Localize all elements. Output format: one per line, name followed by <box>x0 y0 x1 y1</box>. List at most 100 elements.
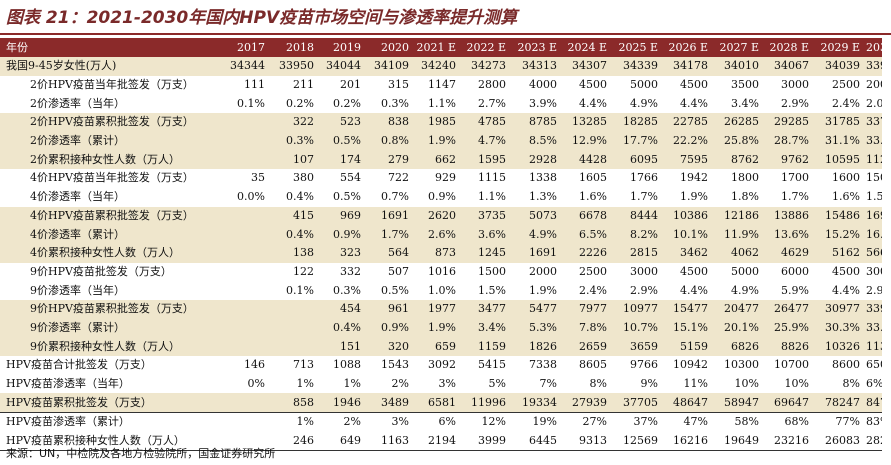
table-cell <box>222 337 268 356</box>
table-cell: 6826 <box>711 337 762 356</box>
table-cell: 4500 <box>680 264 708 278</box>
table-cell: 1163 <box>364 431 412 452</box>
table-cell: 2.4% <box>832 96 860 110</box>
table-cell: 34240 <box>412 57 459 76</box>
table-cell: 7977 <box>560 299 610 319</box>
table-cell <box>222 393 268 413</box>
table-cell: 3489 <box>364 393 412 413</box>
table-cell: 69647 <box>762 393 812 413</box>
row-label: 4价渗透率（累计） <box>0 225 222 244</box>
table-cell: 0.5% <box>333 190 361 204</box>
table-cell: 33.4% <box>863 318 882 338</box>
table-cell: 20.1% <box>711 318 762 338</box>
table-row: 9价HPV疫苗批签发（万支） 122 332 507 1016 1500 2000 2500 3… <box>0 263 882 282</box>
table-cell: 151 <box>317 337 364 356</box>
row-label: 9价渗透率（累计） <box>0 318 222 338</box>
table-cell: 4000 <box>529 78 557 92</box>
table-cell: 58% <box>711 412 762 432</box>
table-cell: 1% <box>296 377 314 391</box>
table-cell: 4.4% <box>680 283 708 297</box>
table-cell: 0.3% <box>268 131 317 151</box>
table-cell: 0.9% <box>428 190 456 204</box>
table-cell: 8% <box>589 377 607 391</box>
table-cell: 34344 <box>222 57 268 76</box>
table-cell: 6.5% <box>560 225 610 244</box>
table-cell: 16216 <box>661 431 711 452</box>
table-row: 2价累积接种女性人数（万人） 107 174 279 662 1595 2928 4428 60… <box>0 150 882 170</box>
table-cell: 1088 <box>333 358 361 372</box>
table-cell: 9313 <box>560 431 610 452</box>
table-cell: 8826 <box>762 337 812 356</box>
table-cell: 10386 <box>661 206 711 226</box>
header-cell-year: 2022 E <box>459 38 509 57</box>
table-cell: 2.0% <box>866 96 882 110</box>
table-cell: 107 <box>268 150 317 170</box>
table-cell: 19334 <box>509 393 560 413</box>
table-row: 4价累积接种女性人数（万人） 138 323 564 873 1245 1691 2226 28… <box>0 243 882 263</box>
table-cell: 0.1% <box>286 283 314 297</box>
table-cell <box>222 431 268 452</box>
table-cell: 858 <box>268 393 317 413</box>
table-cell: 2000 <box>529 264 557 278</box>
row-label: HPV疫苗合计批签发（万支） <box>6 358 152 372</box>
table-cell <box>222 113 268 132</box>
table-cell <box>222 318 268 338</box>
table-cell: 961 <box>364 299 412 319</box>
table-cell: 3092 <box>428 358 456 372</box>
table-cell: 1147 <box>428 78 456 92</box>
table-cell: 37705 <box>610 393 661 413</box>
table-cell: 18285 <box>610 113 661 132</box>
table-cell: 873 <box>412 243 459 263</box>
table-cell: 174 <box>317 150 364 170</box>
table-cell: 4.4% <box>579 96 607 110</box>
table-cell: 12% <box>459 412 509 432</box>
row-label: 4价HPV疫苗累积批签发（万支） <box>0 206 222 226</box>
table-cell: 12569 <box>610 431 661 452</box>
table-cell: 838 <box>364 113 412 132</box>
table-cell: 4500 <box>832 264 860 278</box>
table-cell: 3000 <box>781 78 809 92</box>
table-cell: 1691 <box>364 206 412 226</box>
table-cell: 1977 <box>412 299 459 319</box>
table-cell: 30.3% <box>812 318 863 338</box>
table-cell <box>222 281 268 300</box>
table-cell <box>222 206 268 226</box>
table-cell: 2500 <box>579 264 607 278</box>
table-cell: 13.6% <box>762 225 812 244</box>
table-cell: 34178 <box>661 57 711 76</box>
table-cell: 13886 <box>762 206 812 226</box>
table-cell: 4.7% <box>459 131 509 151</box>
table-cell: 415 <box>268 206 317 226</box>
header-cell-year: 2019 <box>317 38 364 57</box>
table-cell: 0.2% <box>333 96 361 110</box>
table-row: 我国9-45岁女性(万人) 34344 33950 34044 34109 34240 34… <box>0 57 882 76</box>
table-cell: 1985 <box>412 113 459 132</box>
table-cell: 34067 <box>762 57 812 76</box>
table-cell: 1766 <box>630 171 658 185</box>
table-cell: 1.7% <box>781 190 809 204</box>
table-cell: 1.9% <box>412 131 459 151</box>
table-cell: 28249 <box>863 431 882 452</box>
table-row: HPV疫苗累积批签发（万支） 858 1946 3489 6581 11996 19334 2… <box>0 393 882 413</box>
table-cell: 1.6% <box>579 190 607 204</box>
table-cell: 9762 <box>762 150 812 170</box>
table-cell: 6445 <box>509 431 560 452</box>
table-cell: 4.4% <box>680 96 708 110</box>
table-cell: 47% <box>661 412 711 432</box>
table-cell: 554 <box>340 171 361 185</box>
table-cell: 1.1% <box>428 96 456 110</box>
table-cell: 26285 <box>711 113 762 132</box>
table-cell: 20477 <box>711 299 762 319</box>
table-cell: 969 <box>317 206 364 226</box>
table-cell: 15486 <box>812 206 863 226</box>
table-cell: 58947 <box>711 393 762 413</box>
table-cell <box>222 263 268 282</box>
table-cell: 6% <box>866 377 882 391</box>
table-cell: 3.9% <box>529 96 557 110</box>
table-cell: 4785 <box>459 113 509 132</box>
table-row: 9价渗透率（累计） 0.4% 0.9% 1.9% 3.4% 5.3% 7.8% 10.7% 15… <box>0 318 882 338</box>
table-cell: 3% <box>438 377 456 391</box>
row-label: 4价HPV疫苗当年批签发（万支） <box>30 171 194 185</box>
row-label: 4价渗透率（当年） <box>30 190 125 204</box>
